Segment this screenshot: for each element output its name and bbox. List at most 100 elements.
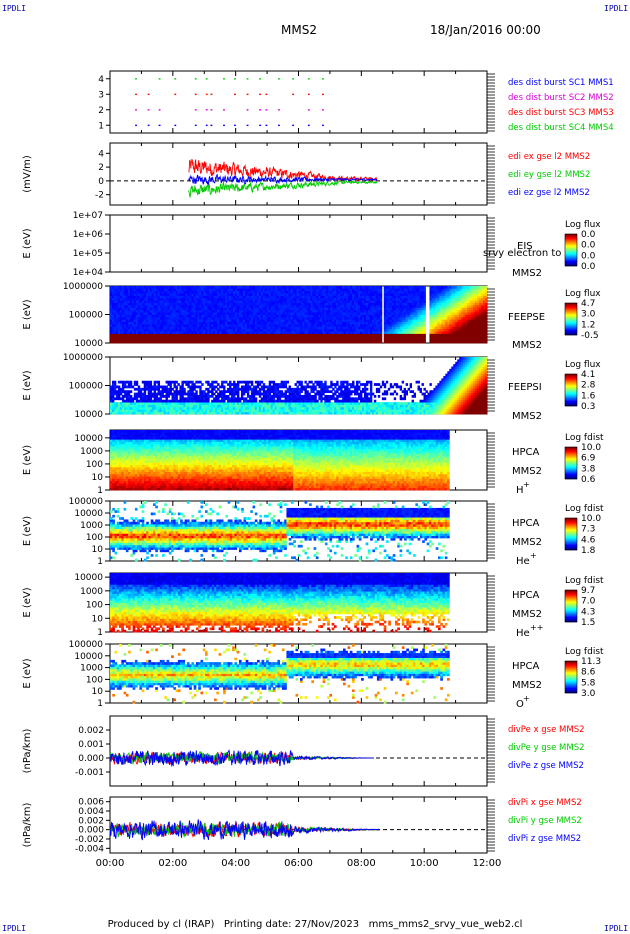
burst-burst-mark — [148, 94, 150, 95]
divpi-y-tick-label-1: -0.002 — [75, 835, 104, 845]
burst-y-tick-label-0: 1 — [98, 121, 104, 131]
feepse-right-ticks — [487, 289, 495, 340]
burst-burst-mark — [322, 94, 324, 95]
feepse-cell — [485, 293, 487, 296]
feepse-cell — [380, 300, 382, 303]
feepse-cell — [424, 303, 426, 306]
burst-burst-mark — [135, 125, 137, 126]
feepse-cell — [380, 310, 382, 313]
feepse-cell — [380, 341, 382, 344]
burst-burst-mark — [247, 78, 249, 79]
burst-legend-3: des dist burst SC4 MMS4 — [508, 123, 614, 133]
divpi-y-axis-label: (nPa/km) — [22, 803, 33, 848]
burst-burst-mark — [322, 78, 324, 79]
burst-burst-mark — [195, 78, 197, 79]
burst-series-1 — [135, 109, 324, 110]
feepse-cell — [424, 307, 426, 310]
edi-legend-0: edi ex gse l2 MMS2 — [508, 152, 590, 162]
burst-burst-mark — [266, 125, 268, 126]
burst-series-2 — [135, 94, 324, 95]
feepse-cell — [380, 338, 382, 341]
divpi-y-tick-label-5: 0.006 — [78, 798, 104, 808]
divpe-y-axis-label: (nPa/km) — [22, 729, 33, 774]
eis-colorbar-tick-1: 0.0 — [581, 241, 596, 251]
burst-legend-2: des dist burst SC3 MMS3 — [508, 108, 614, 118]
feepse-cell — [380, 303, 382, 306]
feepse-cell — [424, 326, 426, 329]
divpi-legend-0: divPi x gse MMS2 — [508, 798, 582, 808]
feepse-cell — [485, 341, 487, 344]
feepse-cell — [380, 298, 382, 301]
burst-burst-mark — [322, 109, 324, 110]
edi-series-1 — [189, 181, 378, 197]
feepse-cell — [424, 334, 426, 337]
feepse-cell — [424, 336, 426, 339]
feepse-cell — [424, 300, 426, 303]
feepse-cell — [424, 315, 426, 318]
burst-right-ticks — [487, 74, 495, 131]
burst-burst-mark — [234, 125, 236, 126]
eis-x-ticks — [110, 215, 487, 272]
feepse-cell — [424, 312, 426, 315]
burst-burst-mark — [259, 125, 261, 126]
feepse-cell — [485, 312, 487, 315]
burst-burst-mark — [247, 109, 249, 110]
divpe-y-tick-label-1: 0.000 — [78, 754, 104, 764]
burst-burst-mark — [148, 109, 150, 110]
divpi-legend-1: divPi y gse MMS2 — [508, 816, 582, 826]
feepse-cell — [380, 291, 382, 294]
burst-burst-mark — [174, 125, 176, 126]
feepse-cell — [485, 331, 487, 334]
burst-burst-mark — [234, 94, 236, 95]
burst-burst-mark — [206, 109, 208, 110]
feepse-spacecraft: MMS2 — [512, 340, 542, 351]
feepse-cell — [380, 286, 382, 289]
burst-burst-mark — [308, 78, 310, 79]
burst-burst-mark — [292, 78, 294, 79]
divpe-legend-2: divPe z gse MMS2 — [508, 761, 584, 771]
edi-y-tick-label-3: 4 — [98, 149, 104, 159]
burst-y-tick-label-2: 3 — [98, 90, 104, 100]
feepse-cell — [380, 307, 382, 310]
feepse-cell — [424, 293, 426, 296]
burst-burst-mark — [259, 78, 261, 79]
eis-note: srvy electron to — [483, 248, 561, 259]
feepse-cell — [424, 291, 426, 294]
feepse-cell — [380, 293, 382, 296]
feepse-y-axis-label: E (eV) — [22, 299, 33, 329]
feepse-y-tick-label-0: 10000 — [74, 339, 103, 349]
divpi-y-tick-label-0: -0.004 — [75, 844, 104, 854]
eis-y-tick-label-0: 1e+04 — [73, 268, 104, 278]
burst-burst-mark — [266, 94, 268, 95]
feepse-cell — [380, 331, 382, 334]
burst-burst-mark — [211, 94, 213, 95]
burst-legend-1: des dist burst SC2 MMS2 — [508, 93, 614, 103]
feepse-cell — [424, 319, 426, 322]
feepse-cell — [380, 326, 382, 329]
eis-colorbar-tick-3: 0.0 — [581, 262, 596, 272]
burst-series-0 — [135, 125, 324, 126]
burst-burst-mark — [195, 125, 197, 126]
burst-burst-mark — [278, 109, 280, 110]
edi-series-0 — [189, 160, 378, 181]
feepse-cell — [424, 305, 426, 308]
burst-burst-mark — [292, 94, 294, 95]
feepse-cell — [485, 286, 487, 289]
feepse-cell — [380, 329, 382, 332]
burst-burst-mark — [159, 78, 161, 79]
divpe-y-tick-label-0: -0.001 — [75, 768, 104, 778]
eis-y-tick-label-2: 1e+06 — [73, 230, 104, 240]
burst-burst-mark — [266, 109, 268, 110]
burst-burst-mark — [322, 125, 324, 126]
burst-burst-mark — [195, 94, 197, 95]
feepse-heatmap — [110, 286, 487, 343]
burst-burst-mark — [259, 109, 261, 110]
burst-burst-mark — [206, 94, 208, 95]
burst-burst-mark — [308, 109, 310, 110]
feepse-cell — [380, 319, 382, 322]
burst-series-3 — [135, 78, 324, 79]
feepse-cell — [424, 286, 426, 289]
eis-colorbar-title: Log flux — [565, 220, 601, 230]
burst-burst-mark — [195, 109, 197, 110]
eis-y-axis-label: E (eV) — [22, 228, 33, 258]
